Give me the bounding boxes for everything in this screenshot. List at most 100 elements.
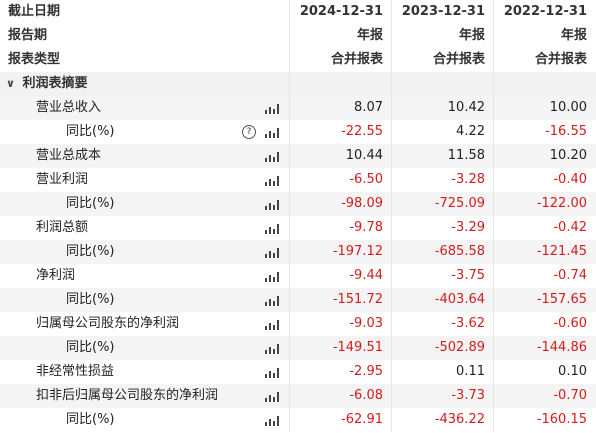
value-cell: 0.10 <box>493 360 594 384</box>
value-cell: 10.44 <box>289 144 391 168</box>
value-cell: -9.44 <box>289 264 391 288</box>
row-label: 同比(%) <box>66 412 115 427</box>
row-label: 同比(%) <box>66 292 115 307</box>
value-cell: 10.42 <box>391 96 493 120</box>
header-cell: 2024-12-31 <box>289 0 391 24</box>
value-cell: -502.89 <box>391 336 493 360</box>
value-cell: -160.15 <box>493 408 594 432</box>
bar-chart-icon[interactable] <box>265 175 279 186</box>
header-row: 报表类型 合并报表 合并报表 合并报表 <box>0 48 596 72</box>
table-row: 利润总额 -9.78 -3.29 -0.42 <box>0 216 596 240</box>
row-label-cell: 净利润 <box>0 264 289 288</box>
section-title: 利润表摘要 <box>22 76 88 91</box>
value-cell: -3.28 <box>391 168 493 192</box>
bar-chart-icon[interactable] <box>265 223 279 234</box>
row-label: 营业总收入 <box>36 100 102 115</box>
row-label: 营业总成本 <box>36 148 102 163</box>
table-row: 同比(%) -98.09 -725.09 -122.00 <box>0 192 596 216</box>
header-cell: 年报 <box>493 24 594 48</box>
value-cell: -0.60 <box>493 312 594 336</box>
row-label: 同比(%) <box>66 196 115 211</box>
value-cell: -0.42 <box>493 216 594 240</box>
value-cell: 10.00 <box>493 96 594 120</box>
bar-chart-icon[interactable] <box>265 199 279 210</box>
bar-chart-icon[interactable] <box>265 415 279 426</box>
value-cell: -149.51 <box>289 336 391 360</box>
header-cell: 合并报表 <box>289 48 391 72</box>
value-cell: -197.12 <box>289 240 391 264</box>
value-cell: -9.03 <box>289 312 391 336</box>
value-cell: -2.95 <box>289 360 391 384</box>
bar-chart-icon[interactable] <box>265 151 279 162</box>
value-cell: -0.74 <box>493 264 594 288</box>
value-cell: 0.11 <box>391 360 493 384</box>
row-label-cell: 利润总额 <box>0 216 289 240</box>
row-label-cell: 营业总收入 <box>0 96 289 120</box>
header-row: 截止日期 2024-12-31 2023-12-31 2022-12-31 <box>0 0 596 24</box>
row-label-cell: 同比(%) <box>0 192 289 216</box>
row-label-cell: 营业总成本 <box>0 144 289 168</box>
bar-chart-icon[interactable] <box>265 367 279 378</box>
table-row: 净利润 -9.44 -3.75 -0.74 <box>0 264 596 288</box>
value-cell: -3.62 <box>391 312 493 336</box>
bar-chart-icon[interactable] <box>265 103 279 114</box>
row-label: 营业利润 <box>36 172 89 187</box>
header-cell: 2022-12-31 <box>493 0 594 24</box>
row-label: 非经常性损益 <box>36 364 115 379</box>
header-label: 报表类型 <box>8 52 61 67</box>
value-cell: -3.29 <box>391 216 493 240</box>
bar-chart-icon[interactable] <box>265 319 279 330</box>
row-label: 利润总额 <box>36 220 89 235</box>
table-row: 营业总收入 8.07 10.42 10.00 <box>0 96 596 120</box>
value-cell: -725.09 <box>391 192 493 216</box>
value-cell: 4.22 <box>391 120 493 144</box>
table-header: 截止日期 2024-12-31 2023-12-31 2022-12-31 报告期 年报年… <box>0 0 596 72</box>
value-cell: -16.55 <box>493 120 594 144</box>
header-row: 报告期 年报 年报 年报 <box>0 24 596 48</box>
bar-chart-icon[interactable] <box>265 391 279 402</box>
header-cell: 年报 <box>289 24 391 48</box>
bar-chart-icon[interactable] <box>265 127 279 138</box>
header-cell: 2023-12-31 <box>391 0 493 24</box>
header-cell: 年报 <box>391 24 493 48</box>
table-row: 同比(%) -62.91 -436.22 -160.15 <box>0 408 596 432</box>
row-label: 同比(%) <box>66 244 115 259</box>
table-row: 同比(%) -151.72 -403.64 -157.65 <box>0 288 596 312</box>
value-cell: -157.65 <box>493 288 594 312</box>
chevron-down-icon[interactable]: ∨ <box>6 77 15 90</box>
header-label: 报告期 <box>8 28 48 43</box>
row-label-cell: 同比(%) <box>0 336 289 360</box>
table-row: 营业总成本 10.44 11.58 10.20 <box>0 144 596 168</box>
row-label: 归属母公司股东的净利润 <box>36 316 180 331</box>
value-cell: 8.07 <box>289 96 391 120</box>
bar-chart-icon[interactable] <box>265 271 279 282</box>
value-cell: -122.00 <box>493 192 594 216</box>
table-row: 营业利润 -6.50 -3.28 -0.40 <box>0 168 596 192</box>
row-label: 净利润 <box>36 268 76 283</box>
row-label: 扣非后归属母公司股东的净利润 <box>36 388 219 403</box>
table-row: 同比(%)? -22.55 4.22 -16.55 <box>0 120 596 144</box>
value-cell: 11.58 <box>391 144 493 168</box>
row-label-cell: 同比(%)? <box>0 120 289 144</box>
row-label: 同比(%) <box>66 124 115 139</box>
row-label-cell: 归属母公司股东的净利润 <box>0 312 289 336</box>
help-icon[interactable]: ? <box>242 125 256 139</box>
bar-chart-icon[interactable] <box>265 343 279 354</box>
bar-chart-icon[interactable] <box>265 295 279 306</box>
table-body: 营业总收入 8.07 10.42 10.00 同比(%)? -22.55 4.22 -16.5… <box>0 96 596 432</box>
row-label-cell: 同比(%) <box>0 408 289 432</box>
table-row: 非经常性损益 -2.95 0.11 0.10 <box>0 360 596 384</box>
value-cell: -0.70 <box>493 384 594 408</box>
table-row: 同比(%) -149.51 -502.89 -144.86 <box>0 336 596 360</box>
value-cell: -62.91 <box>289 408 391 432</box>
section-row[interactable]: ∨ 利润表摘要 <box>0 72 596 96</box>
value-cell: -9.78 <box>289 216 391 240</box>
table-row: 扣非后归属母公司股东的净利润 -6.08 -3.73 -0.70 <box>0 384 596 408</box>
value-cell: -6.08 <box>289 384 391 408</box>
bar-chart-icon[interactable] <box>265 247 279 258</box>
table-row: 归属母公司股东的净利润 -9.03 -3.62 -0.60 <box>0 312 596 336</box>
value-cell: -3.73 <box>391 384 493 408</box>
value-cell: -403.64 <box>391 288 493 312</box>
header-cell: 合并报表 <box>493 48 594 72</box>
